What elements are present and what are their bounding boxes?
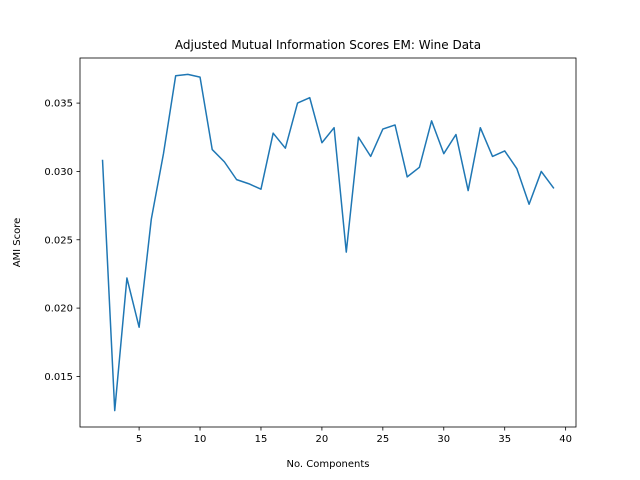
x-tick-label: 35 [498,434,511,445]
y-axis-label: AMI Score [12,218,23,268]
x-tick-label: 40 [559,434,572,445]
plot-frame [79,57,577,428]
x-axis-label: No. Components [286,459,369,470]
y-tick-label: 0.025 [44,235,73,246]
y-tick-label: 0.015 [44,372,73,383]
x-tick-label: 10 [194,434,207,445]
x-tick-label: 25 [376,434,389,445]
y-tick-label: 0.035 [44,99,73,110]
series-layer [101,73,555,412]
x-tick-label: 30 [437,434,450,445]
x-tick-label: 15 [255,434,268,445]
axes-layer [79,57,577,428]
y-tick-label: 0.030 [44,167,73,178]
x-axis-ticks: 5 10 15 20 25 30 35 40 [136,427,572,445]
x-tick-label: 20 [316,434,329,445]
y-axis-ticks: 0.015 0.020 0.025 0.030 0.035 [44,99,80,383]
x-tick-label: 5 [136,434,142,445]
series-line [101,73,555,412]
plot-area [80,58,576,427]
chart-title: Adjusted Mutual Information Scores EM: W… [175,38,481,52]
y-tick-label: 0.020 [44,304,73,315]
